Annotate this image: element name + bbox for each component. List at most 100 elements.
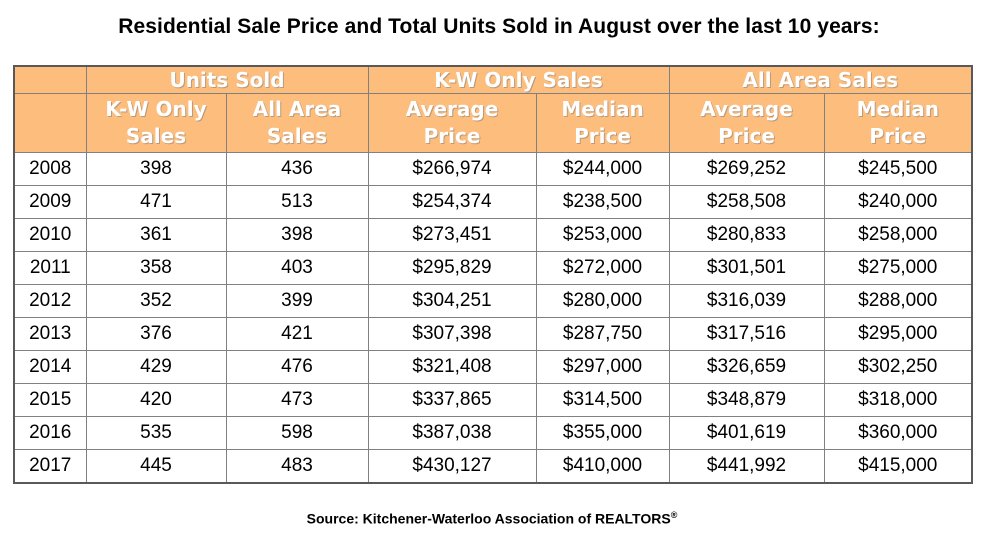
table-cell: $307,398 bbox=[367, 317, 537, 351]
table-cell: $314,500 bbox=[535, 383, 670, 417]
table-cell: $304,251 bbox=[367, 284, 537, 318]
table-cell: $295,829 bbox=[367, 251, 537, 285]
table-cell: 376 bbox=[85, 317, 227, 351]
table-cell: 403 bbox=[225, 251, 369, 285]
table-cell: $273,451 bbox=[367, 218, 537, 252]
table-cell: $275,000 bbox=[823, 251, 973, 285]
table-cell: $302,250 bbox=[823, 350, 973, 384]
table-cell: 361 bbox=[85, 218, 227, 252]
table-cell: $360,000 bbox=[823, 416, 973, 450]
row-year-cell: 2009 bbox=[13, 185, 87, 219]
table-cell: $295,000 bbox=[823, 317, 973, 351]
table-cell: 352 bbox=[85, 284, 227, 318]
table-cell: $301,501 bbox=[668, 251, 825, 285]
table-row: 2010 361 398 $273,451 $253,000 $280,833 $258,0… bbox=[13, 218, 973, 252]
table-row: 2014 429 476 $321,408 $297,000 $326,659 $302,2… bbox=[13, 350, 973, 384]
column-header-cell: Average Price bbox=[668, 93, 825, 153]
table-cell: $272,000 bbox=[535, 251, 670, 285]
table-cell: 421 bbox=[225, 317, 369, 351]
row-year-cell: 2012 bbox=[13, 284, 87, 318]
report-page: Residential Sale Price and Total Units S… bbox=[13, 15, 973, 527]
row-year-cell: 2017 bbox=[13, 449, 87, 484]
registered-trademark-symbol: ® bbox=[670, 510, 678, 520]
table-cell: 429 bbox=[85, 350, 227, 384]
table-cell: $430,127 bbox=[367, 449, 537, 484]
table-cell: 399 bbox=[225, 284, 369, 318]
row-year-cell: 2010 bbox=[13, 218, 87, 252]
table-cell: 436 bbox=[225, 152, 369, 186]
table-cell: 358 bbox=[85, 251, 227, 285]
table-cell: $258,508 bbox=[668, 185, 825, 219]
table-cell: 513 bbox=[225, 185, 369, 219]
table-body: 2008 398 436 $266,974 $244,000 $269,252 $245,5… bbox=[13, 152, 973, 484]
table-cell: $266,974 bbox=[367, 152, 537, 186]
column-header-cell: Median Price bbox=[823, 93, 973, 153]
table-cell: $287,750 bbox=[535, 317, 670, 351]
table-cell: $326,659 bbox=[668, 350, 825, 384]
table-cell: $401,619 bbox=[668, 416, 825, 450]
column-header-cell: All Area Sales bbox=[225, 93, 369, 153]
table-cell: $321,408 bbox=[367, 350, 537, 384]
table-row: 2017 445 483 $430,127 $410,000 $441,992 $415,0… bbox=[13, 449, 973, 484]
table-cell: $317,516 bbox=[668, 317, 825, 351]
table-cell: 398 bbox=[225, 218, 369, 252]
table-cell: $410,000 bbox=[535, 449, 670, 484]
row-year-cell: 2011 bbox=[13, 251, 87, 285]
table-cell: 398 bbox=[85, 152, 227, 186]
row-year-cell: 2016 bbox=[13, 416, 87, 450]
column-header-cell: K-W Only Sales bbox=[85, 93, 227, 153]
table-row: 2009 471 513 $254,374 $238,500 $258,508 $240,0… bbox=[13, 185, 973, 219]
table-cell: $244,000 bbox=[535, 152, 670, 186]
row-year-cell: 2015 bbox=[13, 383, 87, 417]
table-cell: $415,000 bbox=[823, 449, 973, 484]
group-header-row: Units Sold K-W Only Sales All Area Sales bbox=[13, 65, 973, 94]
table-cell: $387,038 bbox=[367, 416, 537, 450]
source-text: Source: Kitchener-Waterloo Association o… bbox=[306, 510, 671, 527]
corner-cell bbox=[13, 65, 87, 94]
table-cell: $280,000 bbox=[535, 284, 670, 318]
table-cell: 473 bbox=[225, 383, 369, 417]
table-cell: $254,374 bbox=[367, 185, 537, 219]
table-row: 2011 358 403 $295,829 $272,000 $301,501 $275,0… bbox=[13, 251, 973, 285]
table-cell: $316,039 bbox=[668, 284, 825, 318]
group-header-cell: Units Sold bbox=[85, 65, 369, 94]
table-cell: $258,000 bbox=[823, 218, 973, 252]
sub-header-row: K-W Only Sales All Area Sales Average Pric… bbox=[13, 93, 973, 153]
table-cell: $240,000 bbox=[823, 185, 973, 219]
table-cell: $280,833 bbox=[668, 218, 825, 252]
row-year-cell: 2014 bbox=[13, 350, 87, 384]
table-row: 2015 420 473 $337,865 $314,500 $348,879 $318,0… bbox=[13, 383, 973, 417]
table-cell: $288,000 bbox=[823, 284, 973, 318]
table-cell: $337,865 bbox=[367, 383, 537, 417]
table-cell: $253,000 bbox=[535, 218, 670, 252]
row-year-cell: 2013 bbox=[13, 317, 87, 351]
table-cell: $348,879 bbox=[668, 383, 825, 417]
corner-cell bbox=[13, 93, 87, 153]
table-cell: 420 bbox=[85, 383, 227, 417]
group-header-cell: All Area Sales bbox=[668, 65, 973, 94]
group-header-cell: K-W Only Sales bbox=[367, 65, 670, 94]
table-row: 2013 376 421 $307,398 $287,750 $317,516 $295,0… bbox=[13, 317, 973, 351]
table-cell: 476 bbox=[225, 350, 369, 384]
table-cell: 483 bbox=[225, 449, 369, 484]
table-cell: $441,992 bbox=[668, 449, 825, 484]
source-note: Source: Kitchener-Waterloo Association o… bbox=[13, 510, 971, 527]
table-cell: 471 bbox=[85, 185, 227, 219]
table-cell: 445 bbox=[85, 449, 227, 484]
table-cell: $297,000 bbox=[535, 350, 670, 384]
table-cell: $245,500 bbox=[823, 152, 973, 186]
table-cell: $318,000 bbox=[823, 383, 973, 417]
table-cell: $355,000 bbox=[535, 416, 670, 450]
column-header-cell: Average Price bbox=[367, 93, 537, 153]
table-header: Units Sold K-W Only Sales All Area Sales K-… bbox=[13, 65, 973, 153]
table-cell: 535 bbox=[85, 416, 227, 450]
data-table: Units Sold K-W Only Sales All Area Sales K-… bbox=[13, 65, 973, 484]
table-row: 2016 535 598 $387,038 $355,000 $401,619 $360,0… bbox=[13, 416, 973, 450]
table-cell: $238,500 bbox=[535, 185, 670, 219]
table-row: 2012 352 399 $304,251 $280,000 $316,039 $288,0… bbox=[13, 284, 973, 318]
table-row: 2008 398 436 $266,974 $244,000 $269,252 $245,5… bbox=[13, 152, 973, 186]
row-year-cell: 2008 bbox=[13, 152, 87, 186]
column-header-cell: Median Price bbox=[535, 93, 670, 153]
page-title: Residential Sale Price and Total Units S… bbox=[118, 15, 880, 38]
table-cell: $269,252 bbox=[668, 152, 825, 186]
